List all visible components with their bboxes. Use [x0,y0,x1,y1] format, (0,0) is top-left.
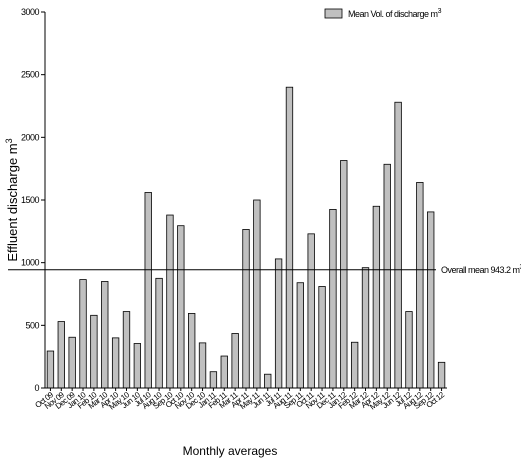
bar [188,313,196,389]
legend-swatch [324,8,343,19]
bar [177,225,185,389]
bar [198,342,207,389]
bar [274,258,283,389]
y-tick-label: 1500 [21,195,40,205]
bar [318,286,326,389]
y-axis-label: Effluent discharge m3 [4,138,20,261]
bar [361,267,370,389]
bar [242,229,250,389]
bar [340,160,348,389]
y-tick-label: 0 [34,383,39,393]
bar [57,321,65,389]
bar [111,337,120,389]
bar [166,214,174,389]
legend: Mean Vol. of discharge m3 [324,8,442,19]
bar [285,86,294,389]
bar [427,211,435,389]
bar [133,343,142,389]
y-tick-label: 2500 [21,70,40,80]
bar [383,163,391,389]
bar [220,355,228,389]
bar [394,101,402,389]
bar [296,282,304,389]
y-tick-label: 3000 [21,7,40,17]
bar [144,192,152,389]
bar [307,233,315,389]
bars-group [46,86,446,389]
bar [46,350,55,389]
bar [122,311,131,389]
bar [155,277,163,389]
bar [101,281,109,389]
bar [79,279,87,389]
y-axis: 0 500 1000 1500 2000 2500 3000 [21,7,46,393]
bar [209,371,218,389]
overall-mean-label: Overall mean 943.2 m3 [441,264,521,275]
bar [405,311,413,389]
bar [90,314,98,389]
bar [68,336,76,389]
bar [231,333,239,389]
bar [329,208,337,389]
bar [253,199,261,389]
y-tick-label: 1000 [21,258,40,268]
y-tick-label: 500 [25,320,39,330]
bar [350,341,359,389]
bar [416,182,424,389]
y-tick-label: 2000 [21,132,40,142]
x-axis-label: Monthly averages [183,444,278,458]
bar [372,205,381,389]
bar [437,361,446,389]
bar [264,373,272,389]
legend-label: Mean Vol. of discharge m3 [348,8,442,19]
